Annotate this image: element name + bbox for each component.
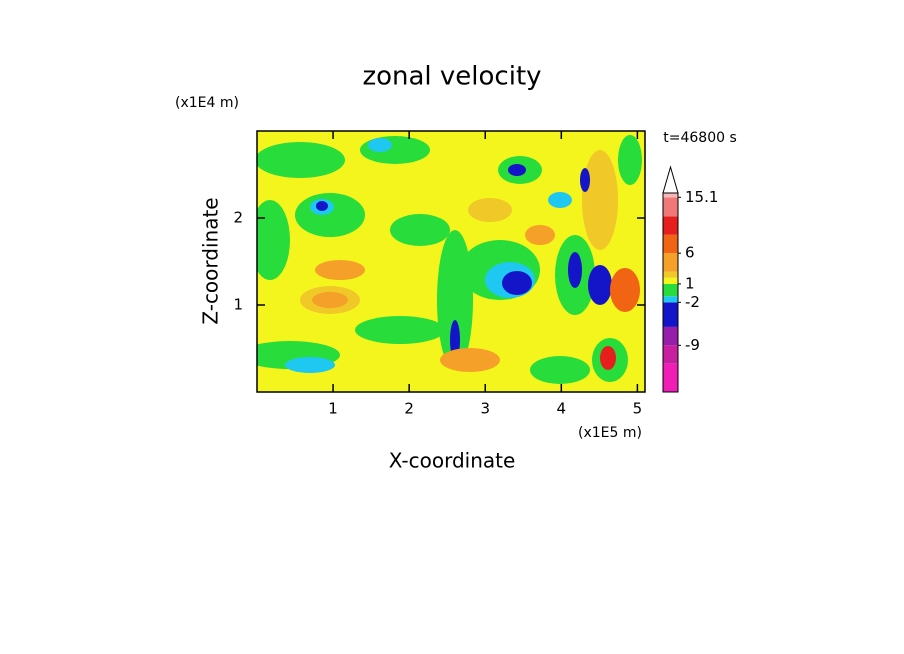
y-axis-label: Z-coordinate <box>199 197 223 324</box>
x-tick-label: 4 <box>557 400 567 418</box>
x-tick-label: 1 <box>328 400 338 418</box>
y-tick-label: 2 <box>233 209 243 227</box>
colorbar-segment <box>663 234 678 254</box>
colorbar-segment <box>663 363 678 392</box>
y-tick-label: 1 <box>233 296 243 314</box>
colorbar-segment <box>663 296 678 303</box>
colorbar-segment <box>663 283 678 297</box>
colorbar-extension <box>662 165 679 194</box>
y-unit: (x1E4 m) <box>175 95 239 111</box>
colorbar-tick-label: -9 <box>685 336 700 354</box>
colorbar-segment <box>663 193 678 198</box>
colorbar-segment <box>663 345 678 364</box>
x-axis-label: X-coordinate <box>389 449 516 473</box>
colorbar-tick-label: 1 <box>685 274 695 292</box>
colorbar-segment <box>663 253 678 272</box>
annotation: t=46800 s <box>663 130 737 146</box>
colorbar-tick-label: 15.1 <box>685 188 718 206</box>
colorbar-segment <box>663 197 678 217</box>
colorbar-segment <box>663 326 678 346</box>
x-unit: (x1E5 m) <box>578 425 642 441</box>
colorbar-segment <box>663 277 678 284</box>
x-tick-label: 2 <box>404 400 414 418</box>
x-tick-label: 5 <box>633 400 643 418</box>
contour-fill <box>257 135 642 384</box>
plot-frame <box>256 130 646 393</box>
chart-title: zonal velocity <box>362 62 541 92</box>
contour-field <box>257 131 645 392</box>
x-tick-label: 3 <box>480 400 490 418</box>
colorbar-tick-label: -2 <box>685 293 700 311</box>
colorbar-segment <box>663 302 678 327</box>
colorbar-tick-label: 6 <box>685 244 695 262</box>
colorbar-segment <box>663 271 678 278</box>
colorbar-segment <box>663 216 678 235</box>
